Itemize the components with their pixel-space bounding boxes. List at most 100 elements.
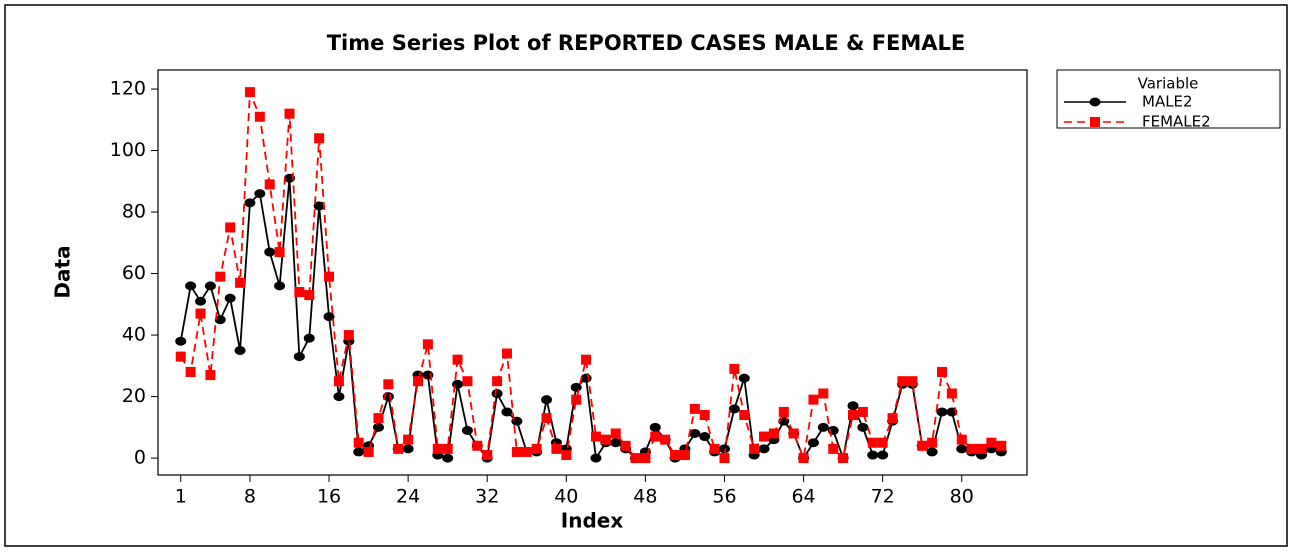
marker [492,376,503,387]
marker [996,440,1007,451]
marker [709,443,720,454]
legend-marker [1090,117,1100,127]
x-axis-label: Index [561,509,624,533]
marker [531,443,542,454]
marker [670,450,681,461]
marker [610,438,622,448]
marker [739,410,750,421]
y-tick-label: 0 [134,447,146,469]
legend-title: Variable [1138,75,1199,93]
marker [353,447,365,457]
marker [314,133,325,144]
marker [442,453,454,463]
marker [817,422,829,432]
marker [413,376,424,387]
marker [719,453,730,464]
marker [759,431,770,442]
marker [976,443,987,454]
marker [788,428,799,439]
marker [848,410,859,421]
x-tick-label: 64 [791,486,815,508]
legend-label: FEMALE2 [1142,113,1211,131]
marker [234,345,246,355]
marker [224,293,236,303]
marker [620,440,631,451]
marker [482,450,493,461]
marker [462,376,473,387]
marker [501,407,513,417]
marker [679,450,690,461]
marker [630,453,641,464]
marker [214,315,226,325]
marker [699,410,710,421]
marker [778,406,789,417]
x-tick-label: 24 [396,486,420,508]
marker [393,443,404,454]
marker [571,394,582,405]
marker [551,443,562,454]
marker [403,434,414,445]
marker [926,447,938,457]
marker [313,201,325,211]
marker [956,444,968,454]
marker [363,446,374,457]
marker [343,330,354,341]
marker [946,388,957,399]
marker [887,413,898,424]
marker [818,388,829,399]
marker [185,366,196,377]
marker [867,437,878,448]
marker [936,366,947,377]
x-tick-label: 56 [712,486,736,508]
marker [758,444,770,454]
marker [323,312,335,322]
marker [897,376,908,387]
marker [541,395,553,405]
marker [294,287,305,298]
marker [372,422,384,432]
marker [729,363,740,374]
marker [333,392,345,402]
marker [304,290,315,301]
marker [235,277,246,288]
marker [561,450,572,461]
legend-label: MALE2 [1142,93,1193,111]
marker [808,394,819,405]
x-tick-label: 80 [950,486,974,508]
marker [511,446,522,457]
marker [274,281,286,291]
marker [373,413,384,424]
x-tick-label: 48 [633,486,657,508]
marker [353,437,364,448]
y-tick-label: 40 [122,324,146,346]
marker [491,389,503,399]
marker [699,432,711,442]
marker [284,108,295,119]
marker [590,431,601,442]
marker [195,296,207,306]
marker [472,440,483,451]
marker [927,437,938,448]
marker [461,425,473,435]
y-tick-label: 100 [110,139,146,161]
marker [452,354,463,365]
marker [293,352,305,362]
x-tick-label: 32 [475,486,499,508]
marker [640,453,651,464]
chart-title: Time Series Plot of REPORTED CASES MALE … [327,31,966,55]
marker [649,422,661,432]
marker [422,339,433,350]
marker [264,247,276,257]
marker [689,403,700,414]
y-axis-label: Data [51,245,75,298]
x-tick-label: 72 [871,486,895,508]
marker [501,348,512,359]
marker [728,404,740,414]
marker [175,351,186,362]
marker [907,376,918,387]
marker [867,450,879,460]
marker [383,379,394,390]
y-tick-label: 20 [122,385,146,407]
marker [610,428,621,439]
